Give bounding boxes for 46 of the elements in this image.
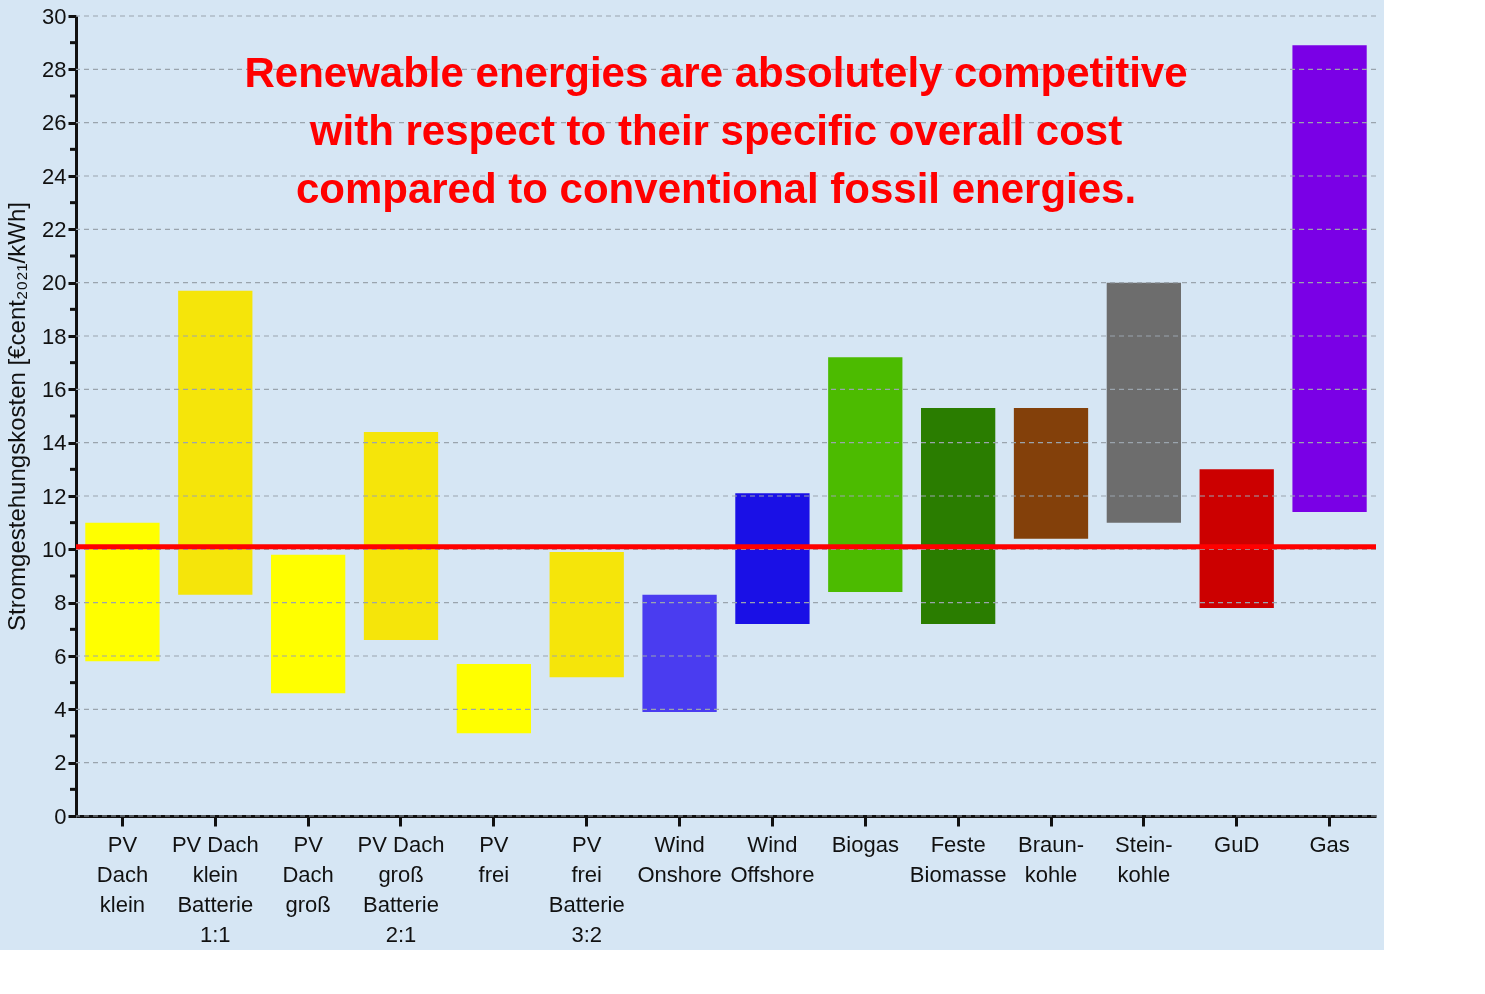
bar: [1106, 282, 1181, 523]
y-tick-label: 16: [42, 376, 67, 402]
y-tick-label: 20: [42, 270, 67, 296]
x-tick-label: Wind Offshore: [730, 831, 815, 887]
y-tick-label: 8: [54, 590, 67, 616]
bar: [642, 594, 717, 712]
y-tick-label: 28: [42, 56, 67, 82]
bar: [85, 522, 160, 662]
y-tick-label: 0: [54, 803, 67, 829]
annotation: Renewable energies are absolutely competitive with respect to their specific overall cost compared to conventional fossil energies.: [244, 49, 1188, 212]
bar: [549, 552, 624, 678]
bar: [735, 493, 810, 624]
x-tick-label: GuD: [1214, 831, 1260, 857]
x-tick-label: Biogas: [831, 831, 899, 857]
y-tick-label: 2: [54, 750, 67, 776]
x-tick-label: PV frei: [478, 831, 510, 887]
y-tick-label: 12: [42, 483, 67, 509]
y-tick-label: 4: [54, 696, 67, 722]
y-axis-title: Stromgestehungskosten [€cent₂₀₂₁/kWh]: [3, 202, 31, 631]
bar: [271, 554, 346, 694]
bar: [363, 432, 439, 640]
y-tick-label: 18: [42, 323, 67, 349]
y-tick-label: 14: [42, 430, 67, 456]
x-tick-label: PV Dach klein Batterie 1:1: [171, 831, 259, 947]
x-tick-label: PV Dach klein: [96, 831, 149, 917]
x-tick-label: Stein- kohle: [1115, 831, 1173, 887]
y-tick-label: 6: [54, 643, 67, 669]
x-tick-label: PV frei Batterie 3:2: [548, 831, 625, 947]
y-tick-label: 10: [42, 536, 67, 562]
bar: [1013, 408, 1089, 539]
x-tick-label: Braun- kohle: [1017, 831, 1085, 887]
bar: [456, 664, 531, 734]
bar: [1199, 469, 1274, 608]
bar: [828, 357, 903, 592]
y-tick-label: 30: [42, 3, 67, 29]
bar: [178, 290, 253, 595]
x-tick-label: Wind Onshore: [637, 831, 722, 887]
x-tick-label: PV Dach groß Batterie 2:1: [357, 831, 445, 947]
bar: [921, 408, 996, 624]
y-tick-label: 26: [42, 110, 67, 136]
x-tick-label: Gas: [1309, 831, 1350, 857]
y-tick-label: 24: [42, 163, 67, 189]
x-tick-label: PV Dach groß: [282, 831, 334, 917]
y-tick-label: 22: [42, 216, 67, 242]
bar: [1292, 45, 1367, 512]
x-tick-label: Feste Biomasse: [909, 831, 1007, 887]
